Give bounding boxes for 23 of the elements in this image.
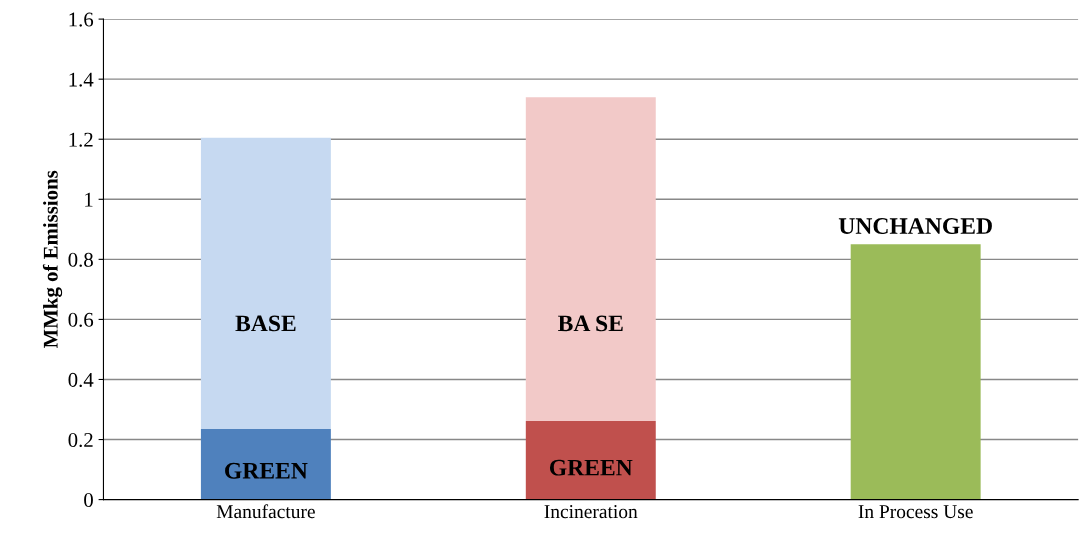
bar [525, 97, 656, 421]
y-tick-label: 1.6 [69, 12, 94, 27]
y-tick-label: 0.2 [68, 432, 93, 448]
annotation: BASE [235, 315, 296, 332]
y-tick-label: 0.4 [68, 372, 94, 387]
x-tick-label: Incineration [544, 505, 638, 519]
annotation: UNCHANGED [838, 218, 992, 234]
y-tick-label: 1.4 [69, 72, 94, 87]
x-tick-label: Manufacture [216, 504, 315, 519]
bar [850, 244, 981, 500]
annotation: BA SE [558, 315, 623, 332]
y-tick-label: 1 [85, 192, 93, 207]
bar [200, 137, 331, 430]
bar [525, 420, 656, 500]
annotation: GREEN [225, 462, 308, 479]
y-axis-title: MMkg of Emissions [42, 170, 63, 349]
bar [200, 429, 331, 500]
x-tick-label: In Process Use [858, 505, 973, 519]
y-tick-label: 0.8 [68, 252, 93, 267]
y-tick-label: 0.6 [68, 312, 94, 327]
y-tick-label: 0 [84, 492, 93, 508]
y-tick-label: 1.2 [69, 132, 93, 147]
annotation: GREEN [549, 459, 633, 476]
